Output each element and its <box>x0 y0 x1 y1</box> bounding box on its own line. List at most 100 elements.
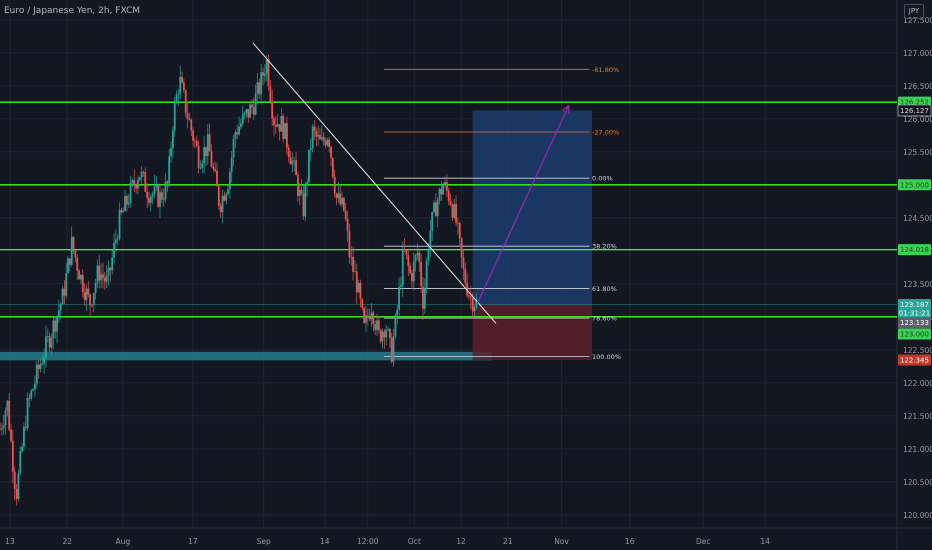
price-badge-label: 123.133 <box>900 319 929 327</box>
candle-body <box>433 202 435 212</box>
candle-body <box>258 82 261 95</box>
candle-body <box>315 130 318 137</box>
candle-body <box>243 112 246 115</box>
candle-body <box>423 288 426 309</box>
fib-level-label: 61.80% <box>592 285 617 293</box>
candle-body <box>87 288 90 295</box>
candle-body <box>173 103 176 131</box>
candle-body <box>295 160 297 176</box>
candle-body <box>133 180 136 186</box>
candle-body <box>458 223 461 239</box>
candle-body <box>407 255 410 266</box>
candle-body <box>471 297 474 312</box>
candle-body <box>387 329 389 330</box>
candle-body <box>210 151 213 167</box>
candle-body <box>425 260 428 289</box>
candle-body <box>54 320 57 332</box>
candle-body <box>236 132 239 135</box>
candle-body <box>125 195 128 205</box>
candle-body <box>348 231 351 258</box>
candle-body <box>427 248 430 261</box>
candle-body <box>411 272 413 282</box>
candle-body <box>445 182 448 191</box>
candle-body <box>232 138 235 158</box>
candle-body <box>313 126 316 131</box>
candle-body <box>335 193 338 199</box>
candle-body <box>357 282 360 293</box>
candle-body <box>153 186 156 195</box>
price-badge <box>898 354 931 366</box>
candle-body <box>416 252 419 256</box>
candle-body <box>114 239 117 243</box>
candle-body <box>124 195 126 211</box>
candle-body <box>149 196 152 203</box>
candle-body <box>32 389 35 391</box>
fib-level-label: 38.20% <box>592 243 617 251</box>
y-tick-label: 120.000 <box>903 511 932 520</box>
price-badge <box>897 104 932 117</box>
candle-body <box>300 189 303 194</box>
candle-body <box>206 134 209 157</box>
candle-body <box>324 141 327 146</box>
candle-body <box>6 400 9 411</box>
projection-arrow-head <box>562 104 570 114</box>
candle-body <box>280 116 283 132</box>
candle-body <box>302 193 305 217</box>
candle-body <box>422 286 424 309</box>
y-tick-label: 121.000 <box>903 445 932 454</box>
candle-body <box>400 285 402 287</box>
candle-body <box>186 113 189 119</box>
candle-body <box>298 189 301 196</box>
candle-body <box>466 282 469 296</box>
price-badge-label: 124.018 <box>900 246 929 254</box>
candle-body <box>118 210 121 239</box>
candle-body <box>352 256 354 272</box>
candle-body <box>274 124 277 127</box>
candle-body <box>262 72 264 76</box>
fib-level-label: -61.80% <box>592 66 619 74</box>
candle-body <box>285 123 288 148</box>
candle-body <box>308 149 310 183</box>
candle-body <box>431 211 434 232</box>
candle-body <box>67 258 69 274</box>
candle-body <box>319 135 321 140</box>
candle-body <box>346 219 349 232</box>
x-tick-label: 14 <box>760 537 770 546</box>
candle-body <box>271 101 274 119</box>
candle-body <box>223 195 226 201</box>
candle-body <box>442 185 445 195</box>
candle-body <box>190 120 193 131</box>
currency-label[interactable]: JPY <box>904 4 924 19</box>
candle-body <box>460 238 463 258</box>
candle-body <box>337 193 340 199</box>
candle-body <box>365 315 367 323</box>
candle-body <box>225 193 228 201</box>
candle-body <box>273 118 275 125</box>
candle-body <box>157 185 160 207</box>
y-tick-label: 126.500 <box>903 82 932 91</box>
candle-body <box>183 82 185 91</box>
candle-body <box>392 336 395 362</box>
candle-body <box>146 191 149 199</box>
candle-body <box>96 265 99 284</box>
candle-body <box>21 446 23 452</box>
candle-body <box>260 72 263 95</box>
candle-body <box>322 137 325 142</box>
candle-body <box>111 257 114 271</box>
candle-body <box>2 425 5 429</box>
candle-body <box>457 222 459 224</box>
candle-body <box>394 315 397 337</box>
candle-body <box>249 104 252 118</box>
candle-body <box>168 156 171 184</box>
price-badge-label: 125.000 <box>900 181 929 189</box>
candle-body <box>291 160 294 165</box>
target-zone <box>472 110 593 305</box>
candle-body <box>440 188 443 195</box>
candle-body <box>420 261 423 287</box>
candle-body <box>284 123 286 139</box>
candle-body <box>278 124 281 132</box>
candle-body <box>350 256 353 258</box>
x-tick-label: Nov <box>554 537 569 546</box>
x-tick-label: 22 <box>63 537 73 546</box>
